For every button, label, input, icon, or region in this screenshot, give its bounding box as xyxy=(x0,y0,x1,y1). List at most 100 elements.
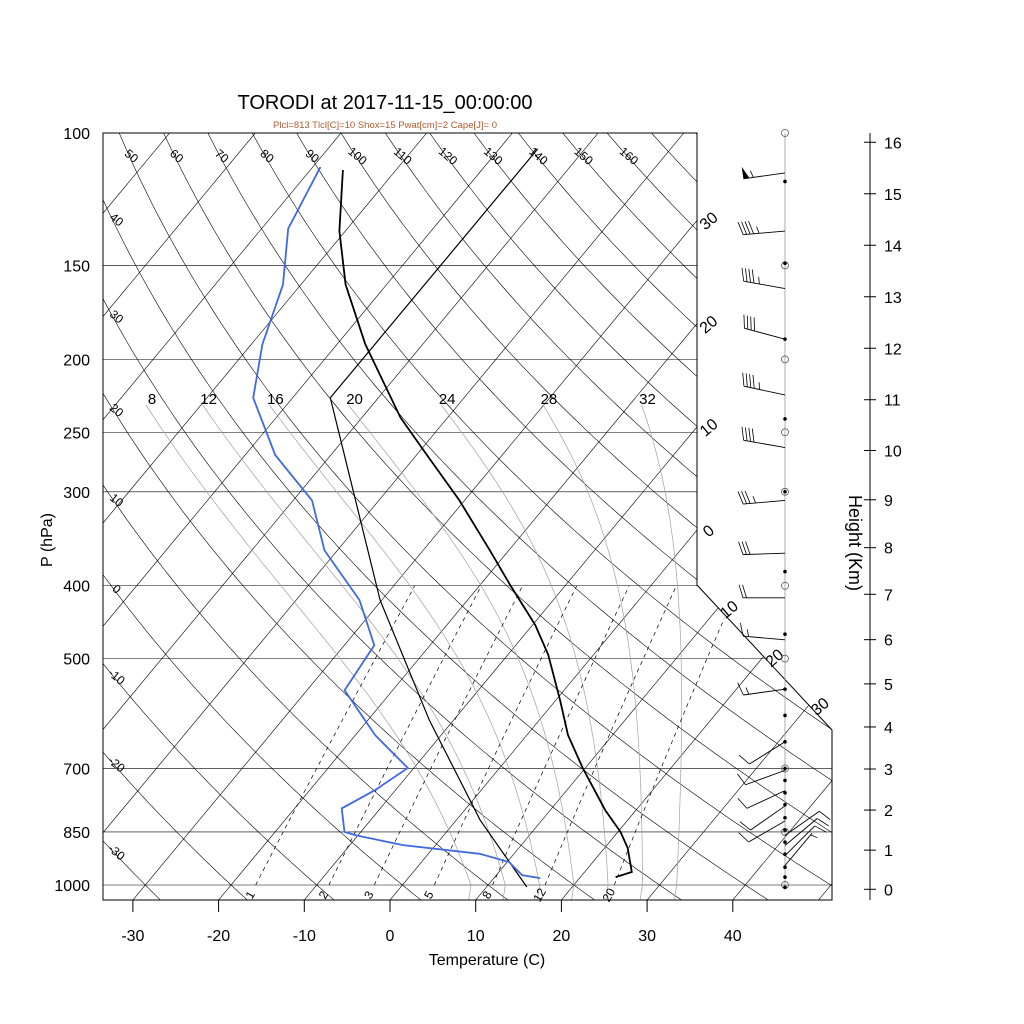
moist-adiabat-label: 32 xyxy=(639,391,656,408)
moist-adiabat-label: 28 xyxy=(541,391,558,408)
wind-barb-flag xyxy=(819,810,831,820)
wind-barb-flag xyxy=(739,821,751,831)
dry-adiabat-line xyxy=(549,133,832,900)
x-tick-label: 10 xyxy=(467,928,485,945)
isotherm-line xyxy=(103,133,613,900)
isotherm-label: 20 xyxy=(697,313,722,338)
sounding-level-dot xyxy=(783,802,787,807)
dry-adiabat-label: 60 xyxy=(167,146,186,166)
wind-barb-half-flag xyxy=(756,226,760,234)
mixing-ratio-label: 20 xyxy=(599,885,618,904)
wind-barb-staff xyxy=(784,833,813,866)
dry-adiabat-label: 20 xyxy=(107,401,126,421)
wind-barb-flag xyxy=(742,584,747,598)
mixing-ratio-line xyxy=(433,585,578,886)
sounding-level-dot xyxy=(783,865,787,870)
x-axis-title: Temperature (C) xyxy=(429,952,545,969)
mixing-ratio-label: 2 xyxy=(316,888,332,901)
temperature-line xyxy=(338,169,633,878)
dry-adiabat-label: -10 xyxy=(105,666,128,688)
pressure-tick-label: 700 xyxy=(63,762,90,779)
moist-adiabat-line xyxy=(202,404,506,900)
sounding-level-dot xyxy=(783,815,787,820)
height-tick-label: 16 xyxy=(884,135,902,152)
height-tick-label: 0 xyxy=(884,882,893,899)
wind-barb xyxy=(738,820,786,843)
wind-barb xyxy=(737,769,786,786)
dry-adiabat-line xyxy=(417,133,832,900)
wind-barb xyxy=(784,825,827,856)
wind-barb-flag xyxy=(741,541,747,555)
height-tick-label: 2 xyxy=(884,803,893,820)
sounding-level-dot xyxy=(783,489,787,494)
wind-barb-half-flag xyxy=(749,170,754,178)
profile-curves xyxy=(252,148,633,888)
wind-barb xyxy=(784,810,831,836)
wind-barb-flag xyxy=(814,825,827,833)
mixing-ratio-label: 8 xyxy=(479,888,495,901)
wind-barb xyxy=(737,221,786,236)
height-tick-label: 3 xyxy=(884,762,893,779)
x-tick-label: 0 xyxy=(386,928,395,945)
chart-title: TORODI at 2017-11-15_00:00:00 xyxy=(238,92,533,114)
height-tick-label: 6 xyxy=(884,633,893,650)
wind-barb-flag xyxy=(745,268,748,282)
dry-adiabat-line xyxy=(286,133,832,900)
sounding-level-dot xyxy=(783,840,787,844)
isotherm-line xyxy=(103,133,270,900)
isotherm-label: 10 xyxy=(717,598,742,623)
pressure-tick-label: 100 xyxy=(63,126,90,143)
y-axis-title: P (hPa) xyxy=(39,513,56,567)
pressure-tick-label: 1000 xyxy=(54,878,90,895)
wind-barb-flag xyxy=(748,221,754,234)
pressure-tick-label: 200 xyxy=(63,352,90,369)
x-tick-label: 40 xyxy=(724,928,742,945)
wind-barb-flag xyxy=(745,541,751,555)
pressure-tick-label: 500 xyxy=(63,652,90,669)
wind-column xyxy=(737,129,831,890)
x-tick-label: 30 xyxy=(638,928,656,945)
wind-barb-flag xyxy=(752,374,755,389)
moist-adiabat-line xyxy=(641,404,683,900)
sounding-level-dot xyxy=(783,766,787,771)
isotherm-line xyxy=(0,116,98,904)
sounding-level-dot xyxy=(783,790,787,795)
dry-adiabat-label: -30 xyxy=(105,841,128,863)
wind-barb-staff xyxy=(743,635,786,641)
wind-barb xyxy=(741,426,786,449)
wind-barb-flag xyxy=(741,267,745,282)
wind-barb-staff xyxy=(744,327,786,340)
dry-adiabat-line xyxy=(103,133,688,900)
wind-barb-flag xyxy=(737,682,744,696)
dry-adiabat-label: 90 xyxy=(303,146,322,166)
dry-adiabat-label: 40 xyxy=(107,210,126,230)
isotherm-line xyxy=(386,133,832,900)
dewpoint-line xyxy=(252,166,541,879)
wind-barb-flag xyxy=(748,268,751,283)
height-tick-label: 1 xyxy=(884,843,893,860)
wind-barb-half-flag xyxy=(745,687,750,695)
wind-barb-flag xyxy=(741,426,745,441)
wind-barb xyxy=(741,267,786,289)
standard-level-circle xyxy=(781,764,789,773)
dry-adiabat-line xyxy=(155,133,832,900)
dry-adiabat-line xyxy=(103,133,775,900)
dry-adiabat-label: 30 xyxy=(107,307,126,327)
dry-adiabat-label: 80 xyxy=(257,146,276,166)
wind-barb xyxy=(737,682,786,696)
chart-subtitle: Plcl=813 Tlcl[C]=10 Shox=15 Pwat[cm]=2 C… xyxy=(273,120,497,131)
moist-adiabat-label: 12 xyxy=(200,391,217,408)
isotherm-line xyxy=(557,133,832,900)
wind-barb-flag xyxy=(738,754,750,765)
isotherm-line xyxy=(643,133,832,900)
wind-barb xyxy=(743,314,786,340)
dry-adiabat-label: 0 xyxy=(110,582,124,597)
wind-barb-staff xyxy=(749,741,786,765)
wind-barb-staff xyxy=(748,820,786,843)
wind-barb-staff xyxy=(743,552,786,556)
pressure-tick-label: 150 xyxy=(63,258,90,275)
wind-barb xyxy=(738,541,786,556)
pressure-tick-label: 300 xyxy=(63,485,90,502)
wind-barb-flag xyxy=(748,427,751,442)
